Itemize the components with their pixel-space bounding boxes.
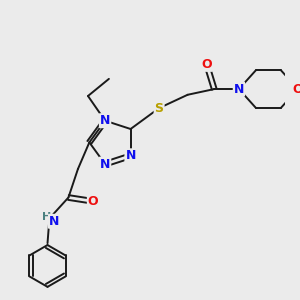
Text: N: N [234,82,244,96]
Text: H: H [42,212,51,221]
Text: N: N [125,149,136,162]
Text: O: O [88,195,98,208]
Text: N: N [100,114,110,127]
Text: O: O [201,58,212,71]
Text: O: O [292,82,300,96]
Text: N: N [100,158,110,171]
Text: S: S [154,102,164,115]
Text: N: N [49,215,59,228]
